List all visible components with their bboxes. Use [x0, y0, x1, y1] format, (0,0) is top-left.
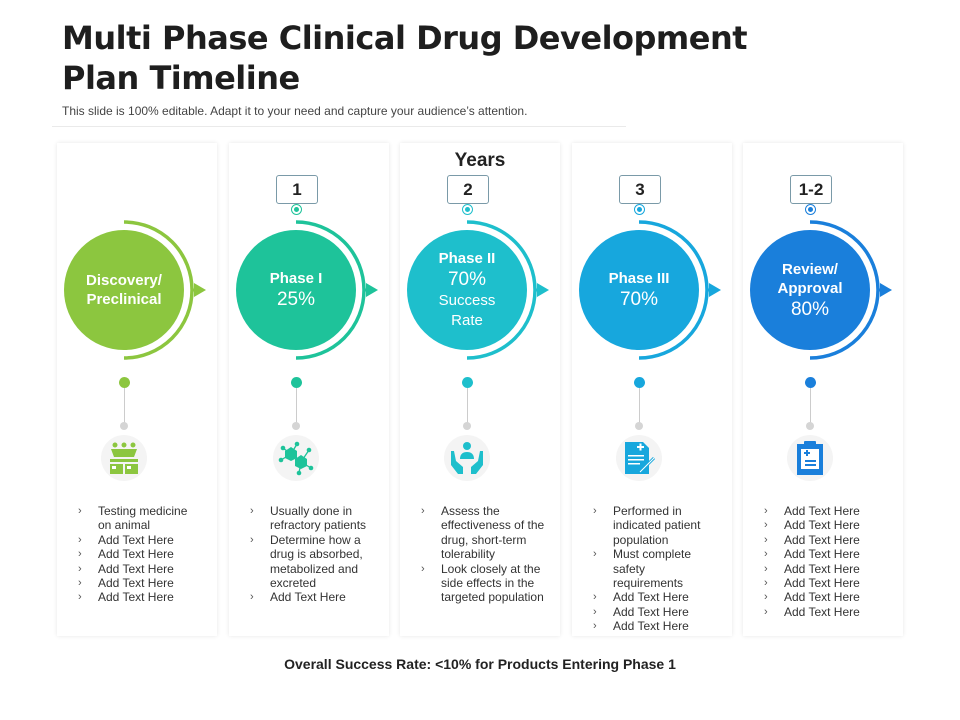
years-connector-dot [462, 204, 473, 215]
success-rate: 70% [447, 269, 487, 290]
years-box: 3 [619, 175, 661, 204]
phase-label: Phase I [269, 270, 323, 287]
phase-details-list: Performed in indicated patient populatio… [593, 504, 718, 634]
list-item: Add Text Here [764, 576, 889, 591]
connector-end-dot [292, 422, 300, 430]
list-item: Determine how a drug is absorbed, metabo… [250, 533, 375, 591]
connector-end-dot [120, 422, 128, 430]
connector-line [296, 388, 297, 424]
phase-circle: Discovery/ Preclinical [64, 230, 184, 350]
phase-details-list: Assess the effectiveness of the drug, sh… [421, 504, 546, 605]
progress-arc-arrow [809, 220, 892, 360]
phase-details-list: Testing medicine on animalAdd Text HereA… [78, 504, 203, 605]
list-item: Testing medicine on animal [78, 504, 203, 533]
years-connector-dot [805, 204, 816, 215]
connector-line [467, 388, 468, 424]
connector-end-dot [635, 422, 643, 430]
connector-line [810, 388, 811, 424]
progress-arc-arrow [466, 220, 549, 360]
list-item: Add Text Here [764, 547, 889, 562]
connector-line [639, 388, 640, 424]
list-item: Add Text Here [593, 619, 718, 634]
success-rate: 80% [790, 298, 830, 320]
list-item: Add Text Here [764, 518, 889, 533]
progress-arc-arrow [638, 220, 721, 360]
footer-note: Overall Success Rate: <10% for Products … [284, 656, 676, 672]
list-item: Look closely at the side effects in the … [421, 562, 546, 605]
years-box: 2 [447, 175, 489, 204]
medical-clipboard-icon [787, 435, 833, 481]
timeline-dot [634, 377, 645, 388]
subtitle: This slide is 100% editable. Adapt it to… [62, 104, 528, 118]
list-item: Add Text Here [78, 533, 203, 548]
connector-end-dot [463, 422, 471, 430]
years-connector-dot [634, 204, 645, 215]
lab-animals-icon [101, 435, 147, 481]
list-item: Assess the effectiveness of the drug, sh… [421, 504, 546, 562]
timeline-dot [119, 377, 130, 388]
list-item: Add Text Here [764, 605, 889, 620]
phase-details-list: Add Text HereAdd Text HereAdd Text HereA… [764, 504, 889, 620]
timeline-dot [291, 377, 302, 388]
list-item: Add Text Here [78, 547, 203, 562]
years-label: Years [454, 150, 506, 171]
phase-label: Phase II [438, 250, 496, 267]
years-box: 1 [276, 175, 318, 204]
phase-label: Review/ Approval [777, 260, 843, 297]
success-rate-caption: Success Rate [438, 292, 496, 329]
hands-care-person-icon [444, 435, 490, 481]
list-item: Add Text Here [78, 562, 203, 577]
list-item: Usually done in refractory patients [250, 504, 375, 533]
years-connector-dot [291, 204, 302, 215]
timeline-dot [805, 377, 816, 388]
list-item: Add Text Here [78, 590, 203, 605]
phase-circle: Phase III 70% [579, 230, 699, 350]
list-item: Add Text Here [764, 504, 889, 519]
phase-circle: Phase II 70% Success Rate [407, 230, 527, 350]
phase-circle: Review/ Approval 80% [750, 230, 870, 350]
list-item: Must complete safety requirements [593, 547, 718, 590]
years-box: 1-2 [790, 175, 832, 204]
success-rate: 70% [619, 289, 659, 310]
medical-document-pen-icon [616, 435, 662, 481]
page-title: Multi Phase Clinical Drug Development Pl… [62, 19, 748, 97]
phase-label: Discovery/ Preclinical [86, 272, 162, 308]
list-item: Add Text Here [764, 562, 889, 577]
list-item: Add Text Here [250, 590, 375, 605]
list-item: Add Text Here [78, 576, 203, 591]
progress-arc-arrow [123, 220, 206, 360]
phase-details-list: Usually done in refractory patientsDeter… [250, 504, 375, 605]
connector-end-dot [806, 422, 814, 430]
list-item: Add Text Here [593, 590, 718, 605]
timeline-dot [462, 377, 473, 388]
list-item: Add Text Here [593, 605, 718, 620]
list-item: Add Text Here [764, 590, 889, 605]
phase-circle: Phase I 25% [236, 230, 356, 350]
molecule-network-icon [273, 435, 319, 481]
progress-arc-arrow [295, 220, 378, 360]
success-rate: 25% [276, 289, 316, 310]
list-item: Add Text Here [764, 533, 889, 548]
divider [52, 126, 626, 127]
phase-label: Phase III [608, 270, 670, 287]
connector-line [124, 388, 125, 424]
list-item: Performed in indicated patient populatio… [593, 504, 718, 547]
